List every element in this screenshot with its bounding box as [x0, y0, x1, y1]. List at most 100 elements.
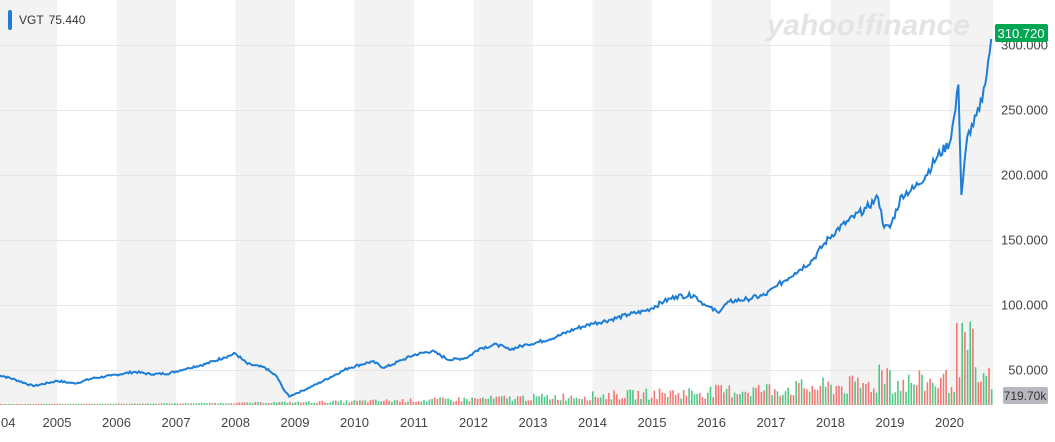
- volume-bar: [118, 403, 120, 405]
- volume-bar: [112, 403, 115, 405]
- volume-bar: [450, 399, 452, 405]
- volume-bar: [953, 392, 955, 405]
- year-band: [0, 0, 57, 405]
- volume-bar: [45, 404, 48, 405]
- volume-bar: [5, 404, 8, 405]
- year-band: [235, 0, 295, 405]
- volume-bar: [27, 404, 29, 405]
- volume-bar: [29, 404, 32, 405]
- volume-bar: [273, 402, 275, 405]
- volume-bar: [980, 381, 982, 405]
- legend[interactable]: VGT 75.440: [8, 9, 85, 31]
- volume-bar: [230, 403, 232, 405]
- volume-bar: [546, 395, 548, 405]
- volume-bar: [72, 403, 75, 405]
- volume-bar: [452, 401, 455, 405]
- volume-bar: [412, 401, 415, 405]
- volume-bar: [819, 385, 822, 405]
- volume-bar: [225, 403, 227, 405]
- volume-bar: [468, 401, 471, 405]
- volume-bar: [61, 403, 64, 405]
- volume-bar: [956, 323, 958, 405]
- volume-bar: [562, 393, 565, 405]
- volume-bar: [8, 404, 10, 405]
- volume-bar: [629, 389, 631, 405]
- volume-bar: [310, 403, 313, 405]
- volume-bar: [602, 394, 605, 405]
- volume-bar: [859, 387, 862, 405]
- volume-bar: [150, 403, 152, 405]
- volume-bar: [816, 390, 819, 405]
- volume-bar: [179, 403, 182, 405]
- volume-bar: [757, 384, 760, 405]
- volume-bar: [618, 399, 621, 405]
- volume-bar: [265, 403, 267, 405]
- volume-bar: [85, 403, 88, 405]
- volume-bar: [838, 385, 840, 405]
- volume-bar: [425, 401, 428, 405]
- volume-bar: [886, 368, 888, 405]
- volume-bar: [795, 381, 797, 405]
- volume-bar: [96, 403, 99, 405]
- volume-bar: [436, 399, 439, 405]
- volume-bar: [990, 389, 993, 405]
- volume-bar: [851, 375, 854, 405]
- volume-bar: [158, 403, 160, 405]
- volume-bar: [59, 403, 61, 405]
- volume-bar: [115, 403, 117, 405]
- volume-bar: [455, 401, 457, 405]
- volume-bar: [666, 397, 669, 405]
- x-tick-label: 2020: [935, 415, 964, 430]
- volume-bar: [222, 403, 224, 405]
- volume-bar: [233, 403, 235, 405]
- y-tick-label: 50.000: [1008, 363, 1048, 378]
- volume-bar: [878, 364, 880, 405]
- volume-bar: [267, 403, 270, 405]
- y-tick-label: 250.000: [1001, 103, 1048, 118]
- volume-bar: [658, 388, 661, 405]
- volume-bar: [495, 396, 498, 405]
- volume-bar: [383, 400, 385, 405]
- volume-bar: [897, 380, 899, 405]
- volume-bar: [243, 402, 246, 405]
- volume-bar: [741, 391, 744, 405]
- year-band: [711, 0, 771, 405]
- volume-bar: [701, 397, 704, 405]
- volume-bar: [166, 403, 168, 405]
- volume-bar: [500, 396, 503, 405]
- volume-bar: [733, 392, 736, 405]
- volume-bar: [514, 398, 516, 405]
- horizontal-gridlines: [0, 45, 993, 371]
- volume-bar: [776, 391, 779, 405]
- volume-bar: [749, 396, 752, 405]
- volume-bar: [899, 390, 902, 405]
- volume-bar: [278, 402, 281, 405]
- volume-bar: [771, 394, 773, 405]
- volume-bar: [867, 381, 870, 405]
- volume-bar: [790, 394, 792, 405]
- volume-bar: [203, 402, 206, 405]
- volume-bar: [605, 399, 607, 405]
- volume-bar: [674, 394, 677, 405]
- volume-bar: [573, 398, 575, 405]
- volume-bar: [811, 386, 814, 405]
- volume-bar: [881, 370, 883, 405]
- volume-bar: [289, 401, 291, 405]
- volume-bar: [940, 377, 942, 405]
- volume-bars: [0, 321, 993, 405]
- volume-bar: [760, 392, 763, 405]
- year-band: [116, 0, 176, 405]
- volume-bar: [945, 369, 947, 405]
- volume-bar: [894, 392, 897, 405]
- volume-bar: [656, 399, 658, 405]
- volume-bar: [883, 384, 886, 405]
- volume-bar: [318, 401, 321, 405]
- year-band: [592, 0, 652, 405]
- volume-bar: [661, 392, 664, 405]
- volume-bar: [444, 398, 447, 405]
- volume-bar: [597, 398, 599, 405]
- volume-bar: [251, 403, 254, 405]
- volume-bar: [966, 349, 969, 405]
- volume-bar: [447, 398, 449, 405]
